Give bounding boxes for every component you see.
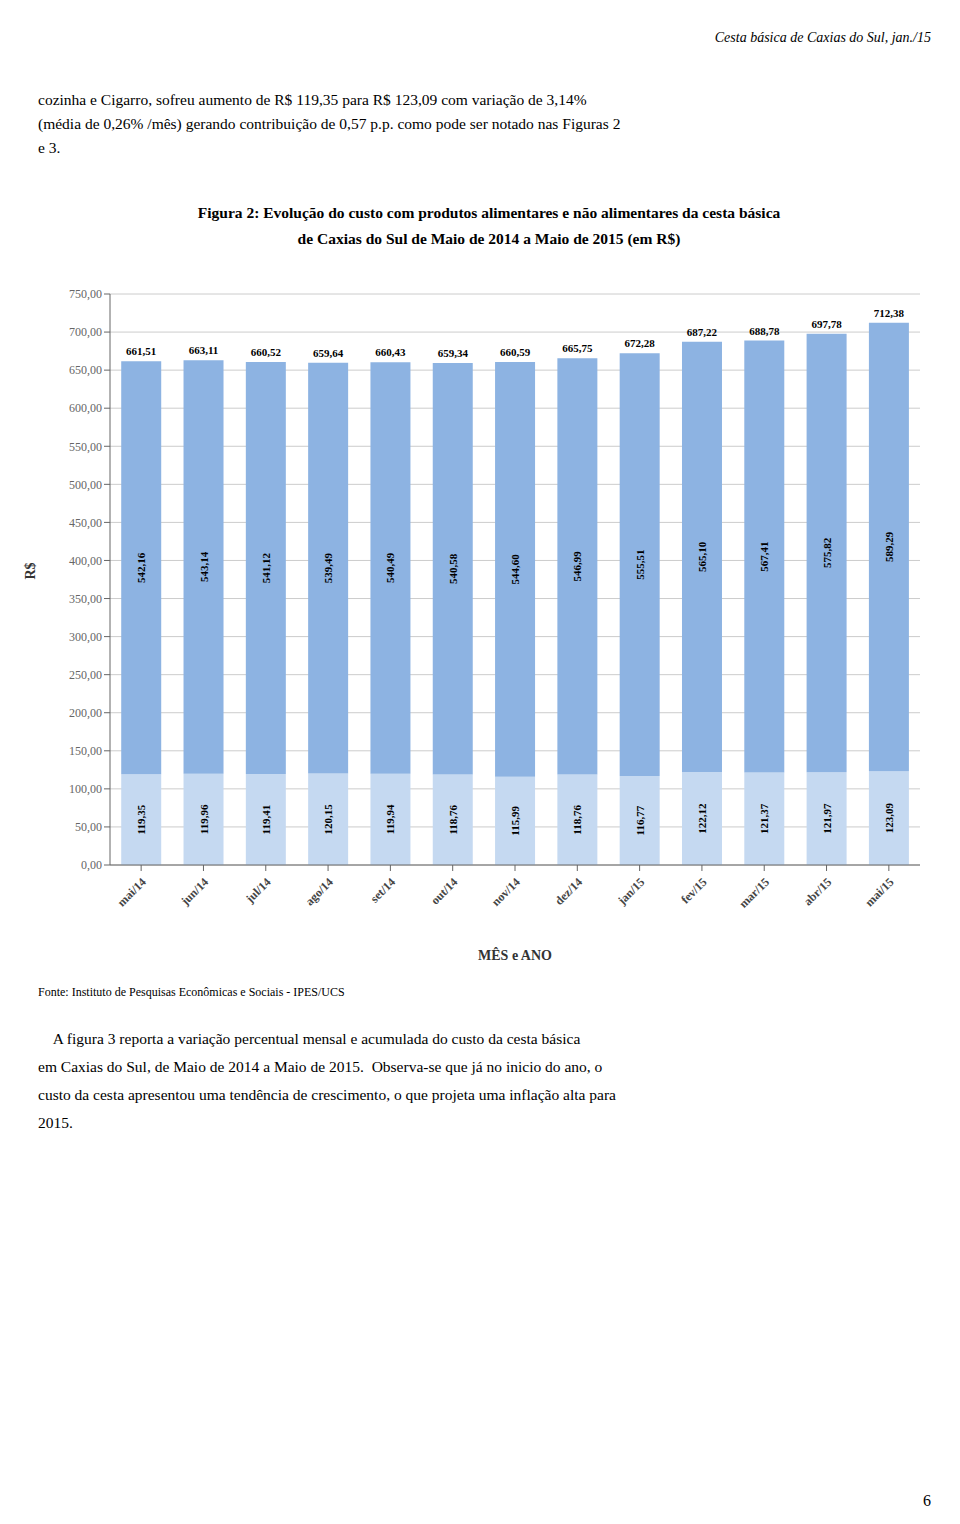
svg-text:350,00: 350,00 [69, 592, 102, 606]
html-text:2015.: 2015. [38, 1114, 73, 1131]
svg-text:mar/15: mar/15 [736, 875, 772, 911]
html-text:Figura 2: Evolução do custo co: Figura 2: Evolução do custo com produtos… [197, 204, 781, 221]
svg-text:500,00: 500,00 [69, 478, 102, 492]
svg-text:fev/15: fev/15 [678, 875, 710, 907]
svg-text:659,34: 659,34 [438, 347, 469, 359]
svg-text:119,94: 119,94 [384, 804, 396, 834]
svg-text:121,37: 121,37 [758, 803, 770, 834]
svg-text:540,58: 540,58 [447, 553, 459, 584]
svg-text:688,78: 688,78 [749, 325, 780, 337]
svg-text:mai/14: mai/14 [115, 875, 149, 909]
svg-text:539,49: 539,49 [322, 553, 334, 584]
svg-text:100,00: 100,00 [69, 782, 102, 796]
svg-text:542,16: 542,16 [135, 552, 147, 583]
svg-text:ago/14: ago/14 [302, 875, 335, 908]
svg-text:0,00: 0,00 [81, 858, 102, 872]
svg-text:200,00: 200,00 [69, 706, 102, 720]
svg-text:jun/14: jun/14 [178, 875, 212, 909]
html-text:A figura 3 reporta a variação: A figura 3 reporta a variação percentual… [38, 1030, 581, 1047]
svg-text:659,64: 659,64 [313, 347, 344, 359]
svg-text:121,97: 121,97 [821, 803, 833, 834]
html-text:Cesta básica de Caxias do Sul,: Cesta básica de Caxias do Sul, jan./15 [714, 30, 931, 45]
svg-text:122,12: 122,12 [696, 803, 708, 834]
svg-text:712,38: 712,38 [874, 307, 905, 319]
svg-text:575,82: 575,82 [821, 537, 833, 568]
svg-text:660,59: 660,59 [500, 346, 531, 358]
svg-text:120,15: 120,15 [322, 804, 334, 835]
svg-text:540,49: 540,49 [384, 552, 396, 583]
svg-text:116,77: 116,77 [634, 805, 646, 835]
html-text:em Caxias do Sul, de Maio de 2: em Caxias do Sul, de Maio de 2014 a Maio… [38, 1058, 603, 1075]
svg-text:400,00: 400,00 [69, 554, 102, 568]
html-text:custo da cesta apresentou uma: custo da cesta apresentou uma tendência … [38, 1086, 616, 1103]
svg-text:119,41: 119,41 [260, 805, 272, 835]
svg-text:665,75: 665,75 [562, 342, 593, 354]
svg-text:543,14: 543,14 [198, 551, 210, 582]
svg-text:118,76: 118,76 [571, 804, 583, 834]
svg-text:697,78: 697,78 [811, 318, 842, 330]
svg-text:672,28: 672,28 [625, 337, 656, 349]
html-text:de Caxias do Sul de Maio de 20: de Caxias do Sul de Maio de 2014 a Maio … [297, 230, 681, 247]
svg-text:jul/14: jul/14 [242, 875, 273, 906]
svg-text:abr/15: abr/15 [801, 875, 834, 908]
svg-text:50,00: 50,00 [75, 820, 102, 834]
svg-text:119,96: 119,96 [198, 804, 210, 834]
svg-text:dez/14: dez/14 [552, 875, 585, 908]
svg-text:R$: R$ [23, 562, 38, 579]
html-text:6: 6 [923, 1492, 931, 1509]
svg-text:out/14: out/14 [428, 875, 461, 908]
svg-text:750,00: 750,00 [69, 287, 102, 301]
svg-text:118,76: 118,76 [447, 804, 459, 834]
svg-text:115,99: 115,99 [509, 806, 521, 836]
svg-text:663,11: 663,11 [189, 344, 219, 356]
svg-text:jan/15: jan/15 [614, 875, 647, 908]
svg-text:546,99: 546,99 [571, 551, 583, 582]
svg-text:541,12: 541,12 [260, 552, 272, 583]
svg-text:700,00: 700,00 [69, 325, 102, 339]
svg-text:544,60: 544,60 [509, 554, 521, 585]
html-text:cozinha e Cigarro, sofreu aume: cozinha e Cigarro, sofreu aumento de R$ … [38, 91, 587, 108]
svg-text:nov/14: nov/14 [489, 875, 523, 909]
svg-text:687,22: 687,22 [687, 326, 718, 338]
svg-text:567,41: 567,41 [758, 541, 770, 571]
svg-text:661,51: 661,51 [126, 345, 156, 357]
svg-text:mai/15: mai/15 [862, 875, 896, 909]
svg-text:MÊS e ANO: MÊS e ANO [478, 947, 552, 963]
html-text:e 3.: e 3. [38, 139, 61, 156]
svg-text:119,35: 119,35 [135, 804, 147, 834]
svg-text:555,51: 555,51 [634, 550, 646, 580]
svg-text:300,00: 300,00 [69, 630, 102, 644]
svg-text:550,00: 550,00 [69, 440, 102, 454]
svg-text:660,43: 660,43 [375, 346, 406, 358]
svg-text:650,00: 650,00 [69, 363, 102, 377]
svg-text:600,00: 600,00 [69, 401, 102, 415]
svg-text:450,00: 450,00 [69, 516, 102, 530]
svg-text:set/14: set/14 [368, 875, 399, 906]
svg-text:660,52: 660,52 [251, 346, 282, 358]
html-text:(média de 0,26% /mês) gerando: (média de 0,26% /mês) gerando contribuiç… [38, 115, 621, 132]
svg-text:589,29: 589,29 [883, 531, 895, 562]
svg-text:150,00: 150,00 [69, 744, 102, 758]
svg-text:250,00: 250,00 [69, 668, 102, 682]
svg-text:123,09: 123,09 [883, 803, 895, 834]
html-text:Fonte: Instituto de Pesquisas: Fonte: Instituto de Pesquisas Econômicas… [38, 985, 345, 999]
svg-text:565,10: 565,10 [696, 541, 708, 572]
